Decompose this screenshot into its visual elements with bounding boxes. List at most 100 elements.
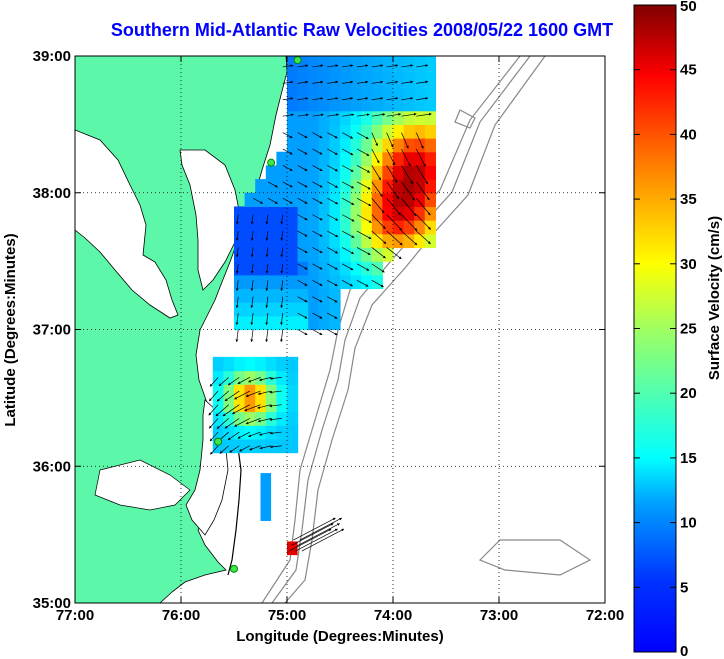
colorbar-tick-label: 20 bbox=[680, 385, 697, 402]
velocity-cell bbox=[287, 165, 299, 180]
velocity-vector bbox=[280, 280, 284, 292]
velocity-cell bbox=[212, 411, 224, 426]
velocity-cell bbox=[424, 83, 436, 98]
velocity-cell bbox=[212, 397, 224, 413]
velocity-cell bbox=[308, 261, 320, 276]
velocity-cell bbox=[329, 69, 341, 84]
velocity-cell bbox=[414, 165, 426, 180]
velocity-cell bbox=[361, 124, 373, 139]
velocity-cell bbox=[340, 97, 352, 112]
velocity-vector bbox=[235, 263, 239, 274]
velocity-cell bbox=[382, 138, 394, 153]
velocity-vector bbox=[282, 148, 293, 155]
velocity-cell bbox=[318, 110, 330, 125]
velocity-cell bbox=[424, 138, 436, 153]
velocity-vector bbox=[237, 377, 251, 384]
velocity-cell bbox=[371, 110, 383, 125]
velocity-vector bbox=[280, 247, 284, 258]
velocity-cell bbox=[297, 151, 309, 166]
velocity-cell bbox=[393, 69, 405, 84]
velocity-cell bbox=[403, 206, 415, 221]
velocity-vector bbox=[342, 64, 354, 68]
velocity-cell bbox=[382, 179, 394, 194]
velocity-cell bbox=[340, 165, 352, 180]
velocity-vector bbox=[297, 312, 308, 319]
velocity-cell bbox=[297, 302, 309, 317]
velocity-cell bbox=[350, 261, 362, 276]
velocity-cell bbox=[255, 206, 267, 221]
velocity-cell bbox=[403, 233, 415, 249]
velocity-cell bbox=[382, 56, 394, 71]
velocity-cell bbox=[308, 315, 320, 331]
velocity-cell bbox=[234, 233, 246, 249]
velocity-vector bbox=[235, 230, 239, 241]
velocity-cell bbox=[329, 110, 341, 125]
velocity-cell bbox=[414, 233, 426, 249]
velocity-cell bbox=[318, 302, 330, 317]
velocity-vector bbox=[297, 148, 308, 155]
colorbar-ticks: 0 5 10 15 20 25 30 35 40 45 50 bbox=[634, 0, 697, 659]
velocity-cell bbox=[234, 425, 246, 440]
velocity-vector bbox=[216, 390, 229, 402]
velocity-cell bbox=[371, 179, 383, 194]
velocity-vector bbox=[341, 181, 355, 189]
velocity-cell bbox=[318, 288, 330, 303]
velocity-cell bbox=[424, 124, 436, 139]
velocity-cell bbox=[371, 233, 383, 249]
velocity-cell bbox=[382, 220, 394, 235]
velocity-cell bbox=[287, 397, 299, 413]
velocity-cell bbox=[276, 438, 288, 454]
velocity-vector bbox=[356, 165, 371, 173]
velocity-cell bbox=[234, 397, 246, 413]
velocity-vector bbox=[265, 296, 269, 309]
velocity-cell bbox=[382, 69, 394, 84]
velocity-cell bbox=[308, 179, 320, 194]
velocity-cell bbox=[403, 179, 415, 194]
velocity-vector bbox=[356, 230, 372, 240]
velocity-cell bbox=[329, 233, 341, 249]
velocity-cell bbox=[223, 356, 235, 372]
velocity-vector bbox=[401, 97, 414, 101]
x-tick-label: 76:00 bbox=[162, 607, 200, 624]
albemarle-sound bbox=[94, 459, 191, 511]
velocity-vector bbox=[371, 247, 386, 259]
colorbar-tick-label: 35 bbox=[680, 191, 697, 208]
velocity-cell bbox=[350, 69, 362, 84]
colorbar-tick-label: 40 bbox=[680, 126, 697, 143]
velocity-cell bbox=[265, 411, 277, 426]
velocity-cell bbox=[340, 220, 352, 235]
velocity-cell bbox=[244, 261, 256, 276]
velocity-cell bbox=[234, 288, 246, 303]
velocity-vector bbox=[282, 181, 293, 188]
velocity-vector bbox=[401, 112, 417, 117]
velocity-vector bbox=[342, 113, 355, 117]
velocity-cell bbox=[361, 97, 373, 112]
velocity-vector bbox=[297, 64, 309, 68]
velocity-cell bbox=[393, 97, 405, 112]
velocity-cell bbox=[329, 165, 341, 180]
velocity-vector bbox=[341, 197, 355, 205]
velocity-vector bbox=[269, 431, 282, 435]
velocity-cell bbox=[350, 138, 362, 153]
velocity-cells bbox=[212, 56, 436, 556]
velocity-vector bbox=[295, 528, 338, 552]
velocity-vector bbox=[249, 445, 261, 451]
velocity-vector bbox=[356, 113, 370, 117]
velocity-cell bbox=[414, 124, 426, 139]
velocity-vector bbox=[252, 197, 264, 204]
bathymetry-contour bbox=[284, 56, 546, 603]
velocity-vector bbox=[416, 64, 429, 68]
velocity-vector bbox=[282, 197, 293, 204]
velocity-vector bbox=[341, 247, 355, 255]
velocity-vector bbox=[237, 431, 251, 439]
velocity-vector bbox=[356, 247, 371, 256]
velocity-vector bbox=[267, 181, 278, 188]
velocity-cell bbox=[276, 179, 288, 194]
velocity-vector bbox=[341, 148, 354, 156]
velocity-vector bbox=[312, 181, 323, 188]
colorbar-tick-label: 30 bbox=[680, 256, 697, 273]
velocity-vector bbox=[415, 132, 424, 149]
velocity-cell bbox=[234, 247, 246, 262]
velocity-vector bbox=[297, 230, 308, 237]
velocity-cell bbox=[414, 97, 426, 112]
